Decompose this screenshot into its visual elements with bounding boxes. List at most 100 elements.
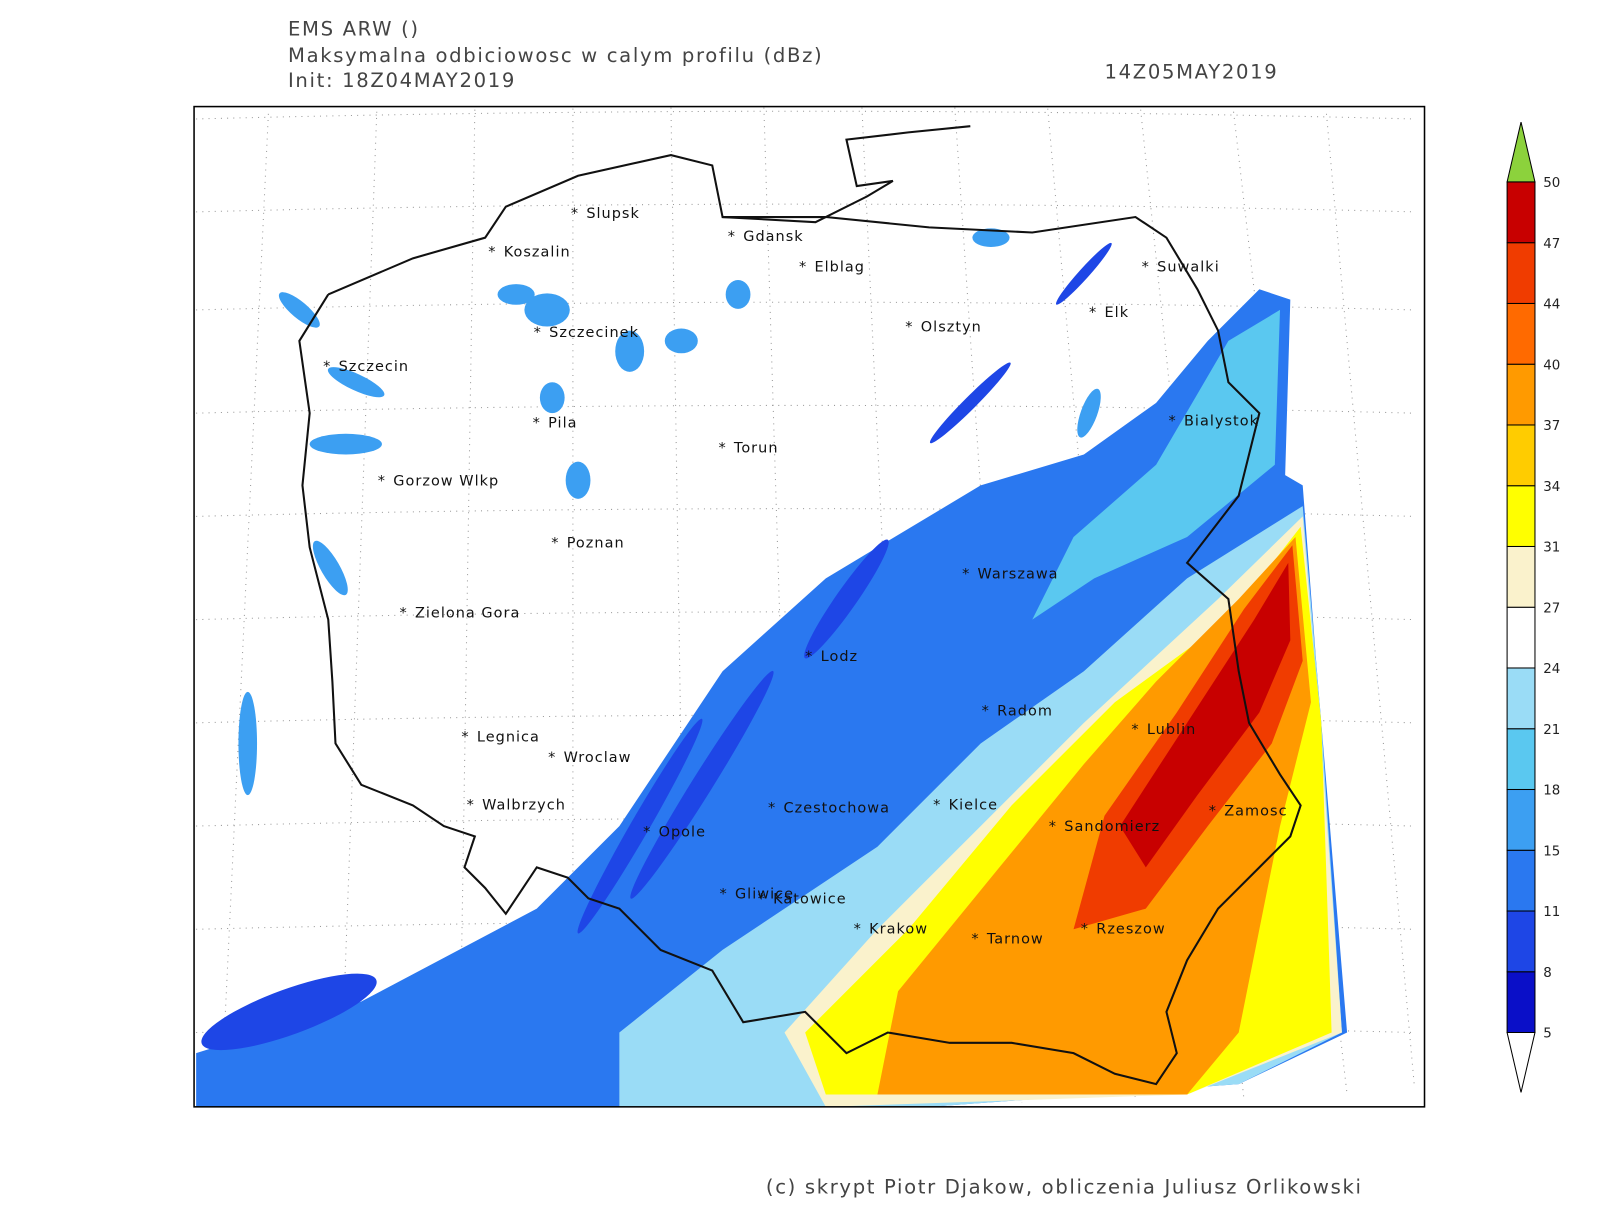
city-marker: * xyxy=(1089,305,1097,321)
city-name: Wroclaw xyxy=(564,750,632,766)
colorbar-label: 18 xyxy=(1543,784,1560,799)
colorbar-box xyxy=(1506,606,1536,669)
coast xyxy=(722,125,971,224)
city-marker: * xyxy=(718,440,726,456)
city-marker: * xyxy=(467,798,475,814)
colorbar-box xyxy=(1506,545,1536,608)
city-name: Krakow xyxy=(869,921,928,937)
valid-time: 14Z05MAY2019 xyxy=(1105,61,1279,84)
colorbar-box xyxy=(1506,971,1536,1034)
colorbar-box xyxy=(1506,728,1536,791)
map-frame xyxy=(193,105,1426,1108)
variable-title: Maksymalna odbiciowosc w calym profilu (… xyxy=(288,44,823,67)
city-marker: * xyxy=(1131,722,1139,738)
city-marker: * xyxy=(758,891,766,907)
city-marker: * xyxy=(1169,414,1177,430)
city-marker: * xyxy=(461,729,469,745)
map: * Slupsk * Koszalin * Gdansk * Elblag * Suwalki * E… xyxy=(193,105,1426,1108)
city-marker: * xyxy=(805,649,813,665)
city-marker: * xyxy=(551,535,559,551)
city-marker: * xyxy=(933,798,941,814)
city-marker: * xyxy=(533,416,541,432)
city-name: Gorzow Wlkp xyxy=(393,473,499,489)
city-name: Szczecinek xyxy=(549,325,639,341)
city-marker: * xyxy=(905,320,913,336)
model-title: EMS ARW () xyxy=(288,17,420,40)
city-marker: * xyxy=(768,801,776,817)
city-marker: * xyxy=(1209,804,1217,820)
city-marker: * xyxy=(571,206,579,222)
city-name: Sandomierz xyxy=(1064,819,1160,835)
init-time: Init: 18Z04MAY2019 xyxy=(288,69,516,92)
city-name: Olsztyn xyxy=(921,320,982,336)
colorbar-label: 15 xyxy=(1543,844,1560,859)
colorbar-box xyxy=(1506,424,1536,487)
colorbar-box xyxy=(1506,788,1536,851)
colorbar-label: 21 xyxy=(1543,723,1560,738)
city-marker: * xyxy=(1081,921,1089,937)
city-name: Gdansk xyxy=(743,229,803,245)
footer: (c) skrypt Piotr Djakow, obliczenia Juli… xyxy=(766,1176,1363,1199)
city-labels: * Slupsk * Koszalin * Gdansk * Elblag * Suwalki * E… xyxy=(323,206,1287,948)
city-name: Szczecin xyxy=(339,359,410,375)
colorbar-box xyxy=(1506,485,1536,547)
city-name: Czestochowa xyxy=(783,801,890,817)
city-marker: * xyxy=(854,921,862,937)
colorbar-label: 34 xyxy=(1543,480,1560,495)
city-name: Tarnow xyxy=(986,932,1044,948)
colorbar-label: 37 xyxy=(1543,419,1560,434)
city-marker: * xyxy=(488,244,496,260)
colorbar-label: 24 xyxy=(1543,662,1560,677)
city-name: Warszawa xyxy=(978,566,1059,582)
city-name: Katowice xyxy=(773,891,846,907)
city-marker: * xyxy=(534,325,542,341)
colorbar-box xyxy=(1506,302,1536,365)
city-name: Gliwice xyxy=(735,886,794,902)
city-name: Elk xyxy=(1105,305,1130,321)
city-name: Elblag xyxy=(814,260,865,276)
city-name: Poznan xyxy=(567,535,625,551)
city-name: Pila xyxy=(548,416,577,432)
city-marker: * xyxy=(982,704,990,720)
city-marker: * xyxy=(323,359,331,375)
colorbar-box xyxy=(1506,242,1536,304)
city-name: Opole xyxy=(659,824,706,840)
colorbar-box xyxy=(1506,363,1536,426)
city-name: Radom xyxy=(997,704,1053,720)
colorbar-label: 31 xyxy=(1543,541,1560,556)
colorbar-label: 8 xyxy=(1543,966,1552,981)
colorbar-box xyxy=(1506,181,1536,244)
city-marker: * xyxy=(548,750,556,766)
colorbar-label: 40 xyxy=(1543,358,1560,373)
city-name: Kielce xyxy=(949,798,998,814)
city-marker: * xyxy=(643,824,651,840)
colorbar-box xyxy=(1506,910,1536,973)
colorbar-label: 11 xyxy=(1543,905,1560,920)
colorbar-below xyxy=(1506,1032,1536,1093)
colorbar-label: 27 xyxy=(1543,601,1560,616)
colorbar-label: 5 xyxy=(1543,1027,1552,1042)
city-name: Zielona Gora xyxy=(415,606,520,622)
city-name: Legnica xyxy=(477,729,540,745)
city-name: Rzeszow xyxy=(1096,921,1165,937)
city-marker: * xyxy=(728,229,736,245)
city-name: Lublin xyxy=(1147,722,1196,738)
city-marker: * xyxy=(1142,260,1150,276)
city-marker: * xyxy=(399,606,407,622)
colorbar-label: 44 xyxy=(1543,298,1560,313)
city-marker: * xyxy=(799,260,807,276)
colorbar-above xyxy=(1506,121,1536,183)
city-name: Slupsk xyxy=(586,206,640,222)
border xyxy=(298,154,1302,1086)
city-marker: * xyxy=(962,566,970,582)
city-name: Koszalin xyxy=(504,244,571,260)
colorbar-box xyxy=(1506,667,1536,730)
city-name: Zamosc xyxy=(1224,804,1287,820)
city-name: Suwalki xyxy=(1157,260,1220,276)
city-name: Torun xyxy=(733,440,779,456)
reflectivity-field xyxy=(196,228,1348,1107)
city-marker: * xyxy=(1049,819,1057,835)
city-marker: * xyxy=(719,886,727,902)
city-name: Bialystok xyxy=(1184,414,1259,430)
